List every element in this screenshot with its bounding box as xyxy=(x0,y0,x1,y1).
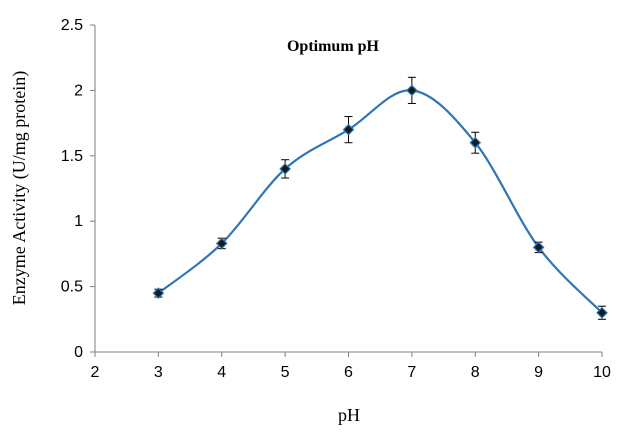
axes: 0 0.5 1 1.5 2 2.5 2 3 4 5 6 7 8 9 10 xyxy=(61,17,611,381)
y-tick-label: 2.5 xyxy=(61,17,83,34)
x-tick-label: 5 xyxy=(281,364,290,381)
y-tick-label: 1 xyxy=(74,213,83,230)
x-tick-label: 2 xyxy=(91,364,100,381)
data-point xyxy=(215,237,228,250)
data-point xyxy=(152,287,165,299)
x-tick-label: 9 xyxy=(534,364,543,381)
data-point xyxy=(596,306,608,319)
data-point xyxy=(532,241,545,254)
x-tick-label: 6 xyxy=(344,364,353,381)
series-layer xyxy=(152,76,608,320)
x-tick-label: 10 xyxy=(593,364,611,381)
data-point xyxy=(342,123,355,136)
x-axis-title: pH xyxy=(338,405,360,425)
y-tick-label: 0 xyxy=(74,344,83,361)
x-tick-label: 7 xyxy=(407,364,416,381)
y-axis-title: Enzyme Activity (U/mg protein) xyxy=(9,71,30,305)
x-tick-label: 4 xyxy=(217,364,226,381)
x-tick-label: 8 xyxy=(471,364,480,381)
series-line xyxy=(157,89,603,314)
data-point xyxy=(469,136,482,149)
y-tick-label: 1.5 xyxy=(61,148,83,165)
data-point xyxy=(279,163,291,175)
y-tick-label: 0.5 xyxy=(61,279,83,296)
data-point xyxy=(406,84,418,97)
x-tick-label: 3 xyxy=(154,364,163,381)
chart-title: Optimum pH xyxy=(287,38,380,55)
y-tick-label: 2 xyxy=(74,82,83,99)
